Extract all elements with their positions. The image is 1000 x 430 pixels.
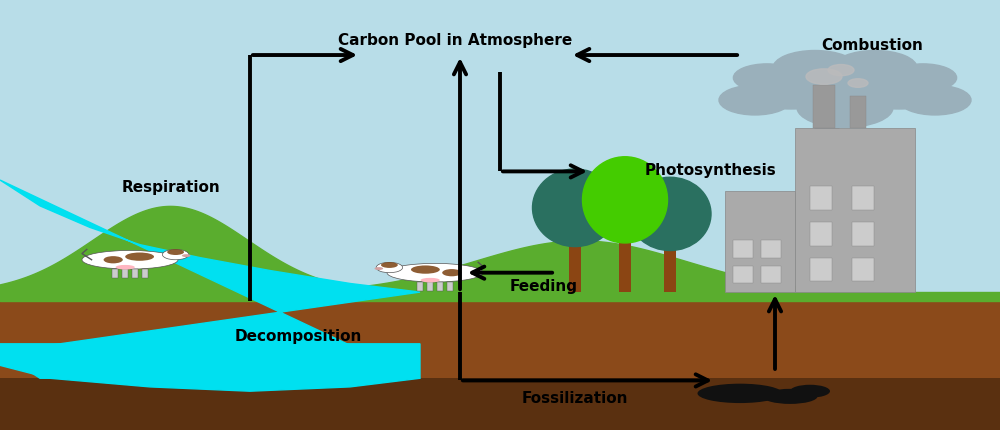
Text: Feeding: Feeding	[510, 279, 578, 293]
Circle shape	[848, 80, 868, 88]
Bar	[0, 378, 1000, 430]
Text: Decomposition: Decomposition	[235, 328, 362, 343]
Bar	[852, 187, 874, 210]
Ellipse shape	[82, 251, 178, 270]
Bar	[132, 270, 138, 279]
Text: Fossilization: Fossilization	[522, 390, 628, 405]
Ellipse shape	[745, 72, 837, 110]
Text: Carbon Pool in Atmosphere: Carbon Pool in Atmosphere	[338, 34, 572, 48]
Bar	[664, 245, 676, 292]
Ellipse shape	[833, 52, 917, 86]
Ellipse shape	[733, 65, 801, 92]
Ellipse shape	[889, 65, 957, 92]
Ellipse shape	[853, 72, 945, 110]
Polygon shape	[0, 181, 420, 378]
Bar	[725, 191, 795, 292]
Bar	[852, 222, 874, 246]
Text: Combustion: Combustion	[821, 38, 923, 52]
Bar	[810, 187, 832, 210]
Ellipse shape	[790, 385, 830, 398]
Ellipse shape	[182, 255, 190, 258]
Ellipse shape	[629, 178, 711, 251]
Bar	[810, 258, 832, 282]
Ellipse shape	[582, 157, 668, 243]
Bar	[417, 283, 423, 292]
Ellipse shape	[167, 250, 184, 255]
Ellipse shape	[773, 52, 857, 86]
Ellipse shape	[532, 169, 618, 247]
Circle shape	[815, 123, 839, 133]
Ellipse shape	[719, 86, 791, 116]
Circle shape	[806, 70, 842, 85]
Ellipse shape	[899, 86, 971, 116]
Ellipse shape	[797, 89, 893, 128]
Bar	[810, 222, 832, 246]
Ellipse shape	[162, 250, 189, 260]
Bar	[619, 237, 631, 292]
Bar	[0, 292, 1000, 430]
Bar	[813, 86, 835, 129]
Ellipse shape	[411, 266, 440, 274]
Ellipse shape	[442, 270, 461, 276]
Circle shape	[810, 134, 827, 141]
Ellipse shape	[387, 264, 483, 283]
Bar	[795, 129, 915, 292]
Bar	[437, 283, 443, 292]
Circle shape	[828, 65, 854, 77]
Bar	[850, 97, 866, 129]
Polygon shape	[0, 344, 420, 391]
Ellipse shape	[381, 263, 398, 268]
Bar	[427, 283, 433, 292]
Circle shape	[807, 143, 819, 148]
Bar	[569, 241, 581, 292]
Ellipse shape	[421, 278, 440, 283]
Bar	[761, 241, 781, 258]
Bar	[447, 283, 453, 292]
Ellipse shape	[375, 267, 383, 270]
Ellipse shape	[698, 384, 782, 403]
Ellipse shape	[763, 389, 818, 404]
Text: Photosynthesis: Photosynthesis	[645, 163, 777, 177]
Bar	[761, 267, 781, 284]
Bar	[733, 267, 753, 284]
Ellipse shape	[779, 59, 911, 113]
Ellipse shape	[125, 253, 154, 261]
Ellipse shape	[116, 265, 135, 270]
Bar	[733, 241, 753, 258]
Ellipse shape	[376, 263, 403, 273]
Bar	[112, 270, 118, 279]
Bar	[852, 258, 874, 282]
Bar	[122, 270, 128, 279]
Ellipse shape	[104, 257, 123, 264]
Bar	[142, 270, 148, 279]
Text: Respiration: Respiration	[121, 180, 220, 194]
